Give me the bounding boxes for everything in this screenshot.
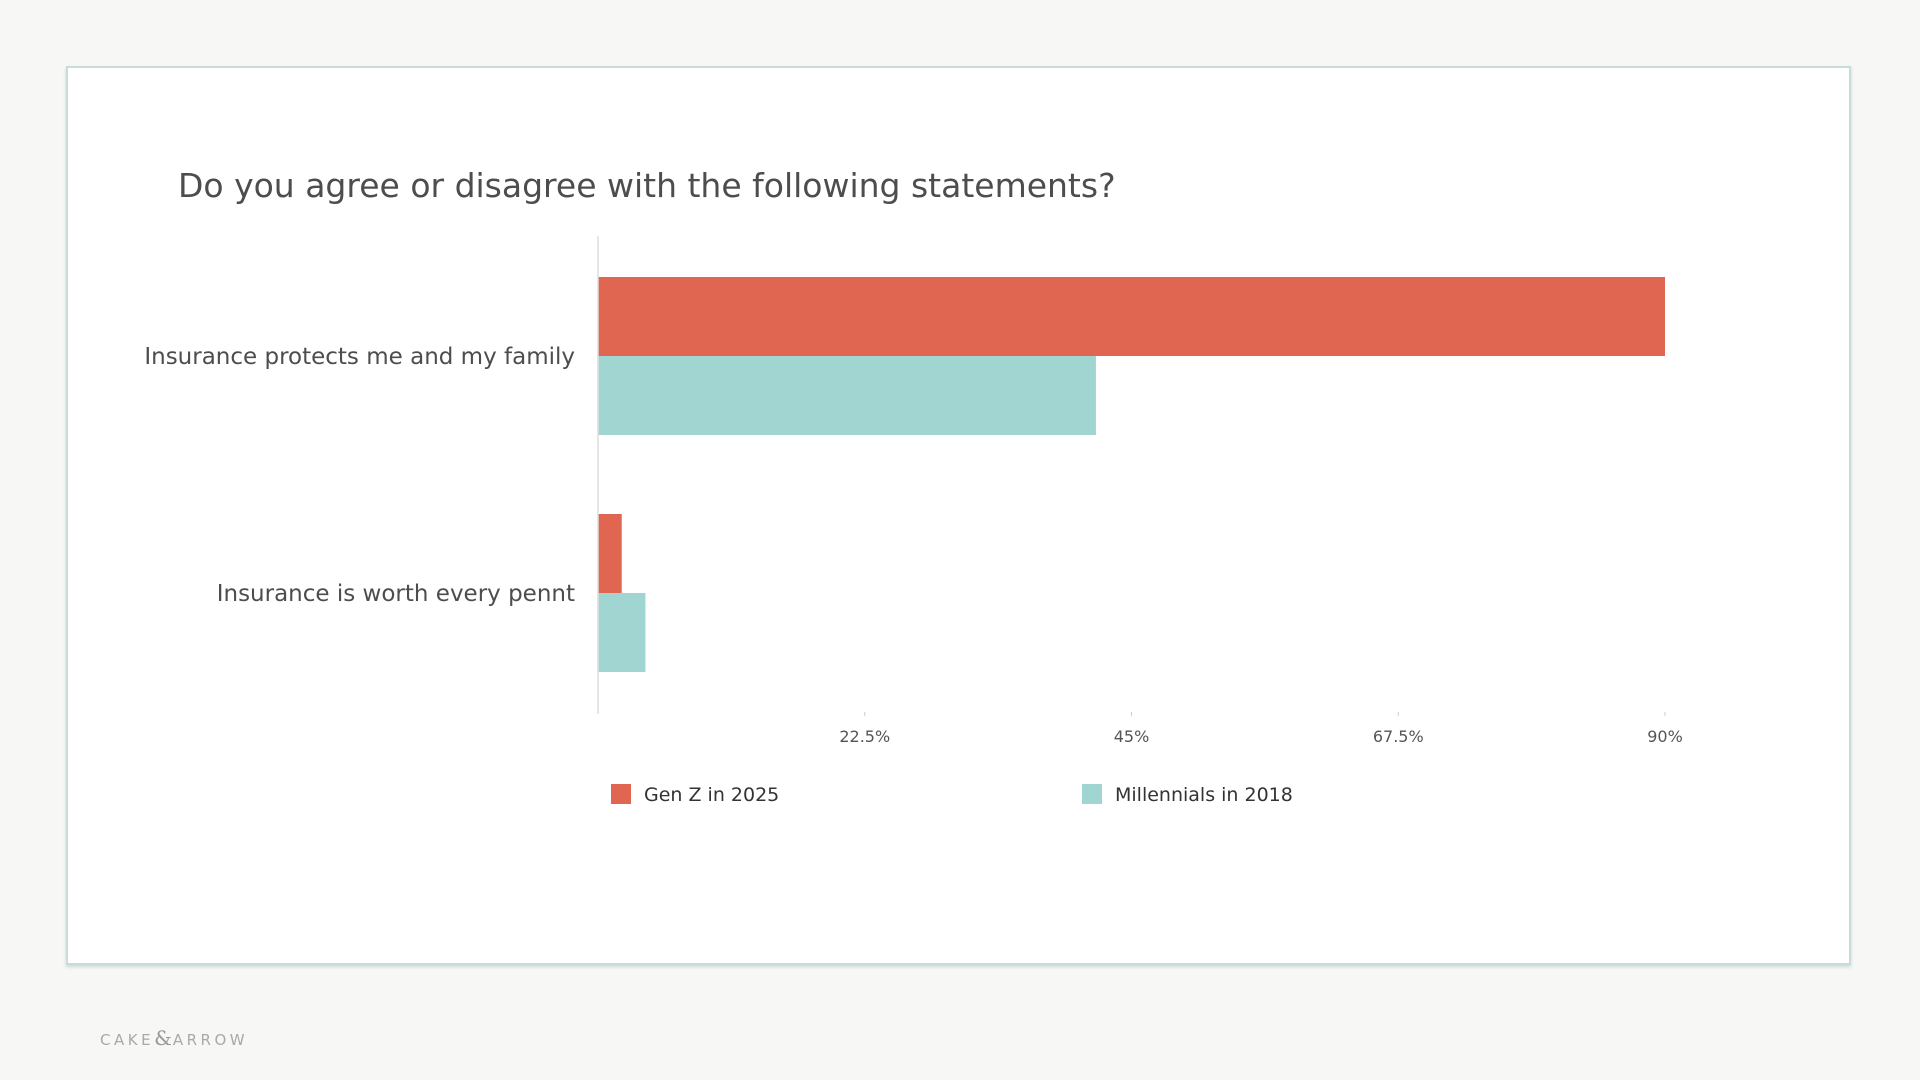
x-tick-label-3: 90% [1647, 727, 1683, 746]
category-label-0: Insurance protects me and my family [144, 344, 575, 370]
x-axis-ticks: 22.5% 45% 67.5% 90% [839, 712, 1683, 746]
category-labels: Insurance protects me and my family Insur… [144, 344, 575, 607]
bar-genz-0 [598, 277, 1665, 356]
bar-genz-1 [598, 514, 622, 593]
x-tick-label-2: 67.5% [1373, 727, 1424, 746]
x-tick-label-1: 45% [1114, 727, 1150, 746]
chart-title: Do you agree or disagree with the follow… [178, 166, 1116, 205]
brand-logo-right: ARROW [172, 1031, 249, 1049]
x-tick-label-0: 22.5% [839, 727, 890, 746]
chart-card [66, 66, 1851, 965]
brand-logo: CAKE&ARROW [100, 1026, 248, 1050]
brand-logo-left: CAKE [100, 1031, 155, 1049]
bars-layer [598, 277, 1665, 672]
legend: Gen Z in 2025 Millennials in 2018 [611, 784, 1293, 806]
bar-millennials-0 [598, 356, 1096, 435]
category-label-1: Insurance is worth every pennt [217, 581, 575, 607]
brand-logo-ampersand: & [154, 1026, 173, 1050]
legend-label-millennials: Millennials in 2018 [1115, 784, 1293, 806]
bar-millennials-1 [598, 593, 646, 672]
legend-swatch-genz [611, 784, 631, 804]
legend-label-genz: Gen Z in 2025 [644, 784, 779, 806]
legend-swatch-millennials [1082, 784, 1102, 804]
